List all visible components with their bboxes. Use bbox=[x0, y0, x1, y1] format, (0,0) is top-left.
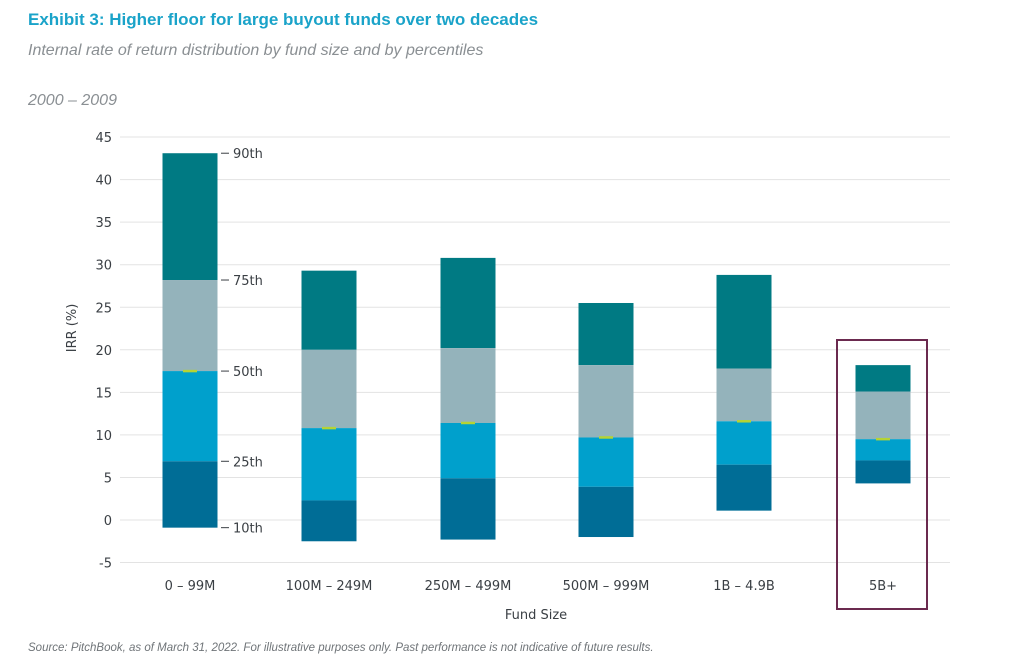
y-tick-label: -5 bbox=[99, 557, 112, 572]
highlight-box bbox=[836, 339, 928, 610]
y-tick-label: 10 bbox=[95, 429, 112, 444]
x-tick-label: 250M – 499M bbox=[425, 579, 512, 594]
y-tick-label: 0 bbox=[104, 514, 112, 529]
bar-group: 5B+ bbox=[836, 339, 928, 610]
period-label: 2000 – 2009 bbox=[28, 92, 117, 109]
percentile-label: 25th bbox=[233, 455, 263, 470]
x-tick-label: 500M – 999M bbox=[563, 579, 650, 594]
segment-25-50 bbox=[440, 422, 496, 479]
segment-50-75 bbox=[162, 280, 218, 372]
y-tick-label: 25 bbox=[95, 301, 112, 316]
segment-50-75 bbox=[301, 349, 357, 429]
x-axis-label: Fund Size bbox=[505, 608, 567, 623]
segment-50-75 bbox=[855, 391, 911, 440]
segment-75-90 bbox=[578, 302, 634, 366]
segment-25-50 bbox=[716, 421, 772, 465]
percentile-label: 90th bbox=[233, 147, 263, 162]
segment-50-75 bbox=[716, 368, 772, 422]
percentile-label: 50th bbox=[233, 365, 263, 380]
x-tick-label: 1B – 4.9B bbox=[713, 579, 775, 594]
segment-10-25 bbox=[162, 461, 218, 528]
y-tick-label: 45 bbox=[95, 131, 112, 146]
chart-title: Exhibit 3: Higher floor for large buyout… bbox=[28, 10, 539, 29]
source-note: Source: PitchBook, as of March 31, 2022.… bbox=[28, 642, 654, 654]
segment-50-75 bbox=[578, 365, 634, 438]
percentile-label: 75th bbox=[233, 274, 263, 289]
x-tick-label: 0 – 99M bbox=[165, 579, 216, 594]
segment-10-25 bbox=[440, 478, 496, 540]
bar-group: 1B – 4.9B bbox=[713, 274, 775, 594]
bar-group: 500M – 999M bbox=[563, 302, 650, 594]
segment-10-25 bbox=[301, 500, 357, 542]
chart-subtitle: Internal rate of return distribution by … bbox=[28, 42, 484, 59]
y-tick-label: 20 bbox=[95, 344, 112, 359]
bar-group: 100M – 249M bbox=[286, 270, 373, 594]
segment-75-90 bbox=[855, 365, 911, 392]
percentile-label: 10th bbox=[233, 522, 263, 537]
segment-75-90 bbox=[162, 153, 218, 281]
segment-25-50 bbox=[578, 437, 634, 487]
y-axis-label: IRR (%) bbox=[65, 304, 80, 353]
segment-75-90 bbox=[301, 270, 357, 350]
y-tick-label: 30 bbox=[95, 259, 112, 274]
y-tick-label: 35 bbox=[95, 216, 112, 231]
segment-10-25 bbox=[578, 486, 634, 538]
y-tick-label: 15 bbox=[95, 386, 112, 401]
segment-25-50 bbox=[301, 428, 357, 501]
y-tick-label: 5 bbox=[104, 471, 112, 486]
segment-75-90 bbox=[716, 274, 772, 369]
segment-75-90 bbox=[440, 257, 496, 349]
bar-group: 0 – 99M bbox=[162, 153, 218, 594]
segment-10-25 bbox=[855, 460, 911, 484]
x-tick-label: 100M – 249M bbox=[286, 579, 373, 594]
segment-25-50 bbox=[855, 439, 911, 461]
segment-50-75 bbox=[440, 348, 496, 423]
segment-25-50 bbox=[162, 371, 218, 462]
bar-group: 250M – 499M bbox=[425, 257, 512, 594]
segment-10-25 bbox=[716, 464, 772, 511]
x-tick-label: 5B+ bbox=[869, 579, 897, 594]
y-tick-label: 40 bbox=[95, 174, 112, 189]
